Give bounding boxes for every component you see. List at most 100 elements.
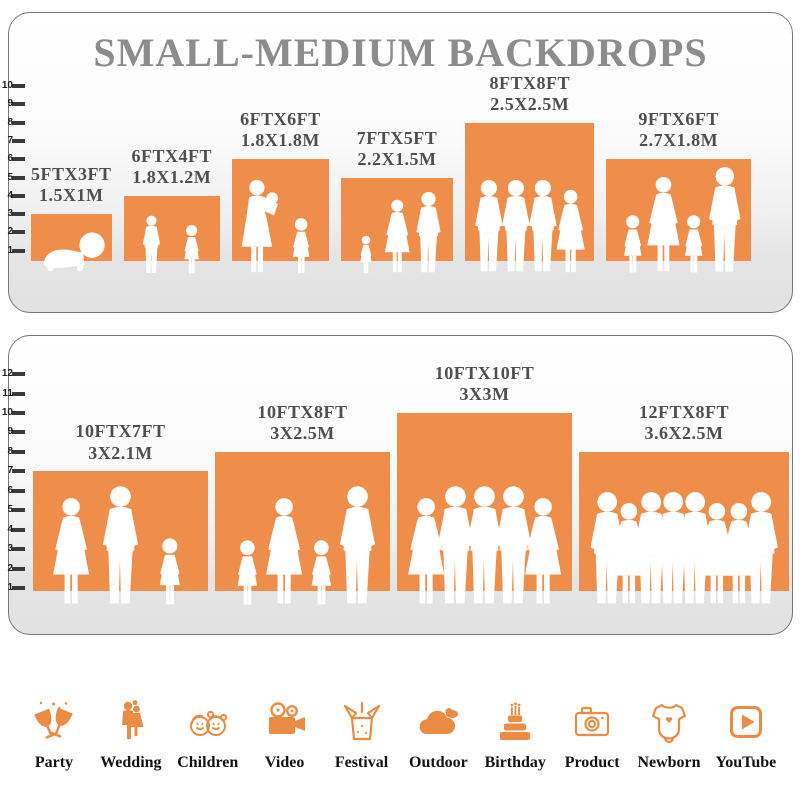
category-row: Party Wedding bbox=[0, 652, 800, 772]
category-label: Product bbox=[564, 754, 620, 771]
axis-tick bbox=[12, 449, 25, 454]
person-silhouette bbox=[266, 497, 303, 604]
axis-tick-label: 1 bbox=[7, 244, 13, 256]
axis-tick-label: 5 bbox=[7, 504, 13, 516]
category-label: Festival bbox=[334, 754, 389, 771]
person-silhouette bbox=[647, 177, 680, 272]
wedding-icon bbox=[121, 700, 144, 739]
backdrop-size-bar bbox=[123, 195, 221, 261]
category-festival: Festival bbox=[324, 652, 400, 772]
medium-backdrops-panel: 1 2 3 4 5 6 7 8 9 10 11 12 10FTX7FT 3X2.1M 10FTX8FT 3X2… bbox=[2, 335, 793, 635]
axis-tick bbox=[12, 120, 25, 125]
axis-tick-label: 4 bbox=[7, 523, 13, 535]
backdrop-size-label: 6FTX4FT 1.8X1.2M bbox=[131, 145, 213, 188]
person-silhouette bbox=[525, 497, 562, 604]
person-silhouette bbox=[708, 166, 741, 272]
axis-tick bbox=[12, 391, 25, 396]
axis-tick-label: 10 bbox=[1, 406, 13, 418]
backdrop-size-label: 7FTX5FT 2.2X1.5M bbox=[356, 127, 438, 169]
category-label: Children bbox=[177, 754, 239, 771]
axis-tick bbox=[12, 508, 25, 513]
backdrop-size-label: 9FTX6FT 2.7X1.8M bbox=[638, 109, 719, 151]
outdoor-icon bbox=[419, 708, 459, 735]
axis-tick bbox=[12, 430, 25, 435]
axis-tick-label: 7 bbox=[7, 134, 13, 146]
axis-tick bbox=[12, 469, 25, 474]
festival-icon bbox=[343, 701, 380, 741]
person-silhouette bbox=[184, 224, 200, 273]
backdrop-size-label: 6FTX6FT 1.8X1.8M bbox=[240, 109, 321, 151]
axis-tick-label: 4 bbox=[7, 189, 13, 201]
category-label: Birthday bbox=[484, 754, 546, 771]
axis-tick-label: 6 bbox=[7, 484, 13, 496]
axis-tick bbox=[12, 410, 25, 415]
page-title: SMALL-MEDIUM BACKDROPS bbox=[93, 30, 708, 75]
person-silhouette bbox=[142, 215, 161, 273]
person-silhouette bbox=[556, 189, 585, 272]
axis-tick bbox=[12, 175, 25, 180]
axis-tick-label: 10 bbox=[1, 80, 13, 91]
person-silhouette bbox=[340, 485, 376, 603]
axis-tick-label: 11 bbox=[2, 387, 13, 399]
birthday-icon bbox=[500, 702, 531, 740]
category-label: YouTube bbox=[715, 754, 777, 771]
party-icon bbox=[34, 701, 73, 739]
backdrop-size-label: 10FTX7FT 3X2.1M bbox=[75, 421, 166, 463]
person-silhouette bbox=[159, 538, 180, 605]
category-video: Video bbox=[247, 652, 323, 772]
category-party: Party bbox=[16, 652, 92, 772]
person-silhouette bbox=[241, 179, 279, 272]
youtube-icon bbox=[729, 706, 762, 738]
small-backdrops-panel: SMALL-MEDIUM BACKDROPS 1 2 3 4 5 6 7 8 9 10 5FTX3F… bbox=[2, 12, 793, 313]
category-label: Video bbox=[264, 754, 305, 771]
axis-tick-label: 8 bbox=[7, 116, 13, 128]
axis-tick bbox=[12, 248, 25, 253]
category-youtube: YouTube bbox=[708, 652, 784, 772]
backdrop-size-label: 10FTX8FT 3X2.5M bbox=[257, 401, 348, 444]
axis-tick bbox=[12, 527, 25, 532]
category-label: Wedding bbox=[100, 754, 162, 771]
backdrop-size-label: 8FTX8FT 2.5X2.5M bbox=[489, 72, 571, 114]
person-silhouette bbox=[359, 235, 372, 274]
axis-tick-label: 5 bbox=[7, 171, 13, 183]
axis-tick bbox=[12, 547, 25, 552]
category-children: Children bbox=[170, 652, 246, 772]
category-birthday: Birthday bbox=[477, 652, 553, 772]
axis-tick-label: 7 bbox=[7, 465, 13, 477]
category-wedding: Wedding bbox=[93, 652, 169, 772]
category-product: Product bbox=[554, 652, 630, 772]
axis-tick-label: 9 bbox=[7, 426, 13, 438]
category-label: Newborn bbox=[637, 754, 701, 771]
axis-tick bbox=[12, 138, 25, 143]
axis-tick bbox=[12, 102, 25, 107]
person-silhouette bbox=[102, 485, 139, 603]
person-silhouette bbox=[53, 497, 90, 604]
axis-tick-label: 12 bbox=[1, 368, 13, 380]
backdrop-size-label: 10FTX10FT 3X3M bbox=[434, 362, 535, 405]
person-silhouette bbox=[416, 191, 441, 272]
category-outdoor: Outdoor bbox=[400, 652, 476, 772]
axis-tick-label: 2 bbox=[7, 562, 13, 574]
axis-tick bbox=[12, 488, 25, 493]
newborn-icon bbox=[651, 703, 687, 744]
category-label: Party bbox=[34, 754, 74, 771]
axis-tick bbox=[12, 212, 25, 217]
category-label: Outdoor bbox=[409, 754, 468, 771]
axis-tick-label: 1 bbox=[7, 582, 13, 593]
axis-tick bbox=[12, 193, 25, 198]
axis-tick-label: 6 bbox=[7, 153, 13, 165]
axis-tick-label: 2 bbox=[7, 226, 13, 238]
backdrop-size-label: 12FTX8FT 3.6X2.5M bbox=[638, 401, 729, 444]
video-icon bbox=[268, 702, 305, 734]
product-icon bbox=[575, 706, 610, 737]
children-icon bbox=[189, 710, 227, 736]
axis-tick bbox=[12, 230, 25, 235]
axis-tick-label: 8 bbox=[7, 445, 13, 457]
axis-tick bbox=[12, 84, 25, 88]
axis-tick-label: 9 bbox=[7, 98, 13, 110]
person-silhouette bbox=[744, 491, 778, 604]
person-silhouette bbox=[43, 232, 105, 272]
backdrop-size-label: 5FTX3FT 1.5X1M bbox=[30, 164, 112, 206]
person-silhouette bbox=[384, 199, 410, 273]
